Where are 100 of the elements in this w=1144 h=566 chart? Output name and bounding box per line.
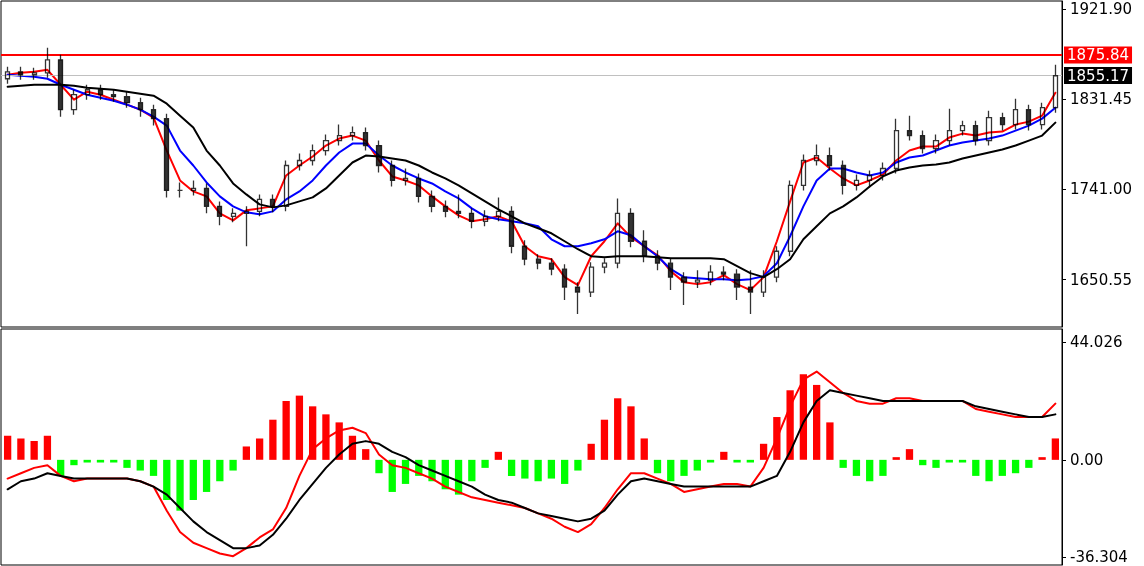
bar: [746, 459, 754, 463]
candlestick: [203, 182, 210, 214]
bar: [866, 459, 874, 482]
bar: [667, 459, 675, 482]
bar: [3, 435, 12, 460]
bar: [1011, 459, 1020, 474]
candlestick: [150, 104, 157, 127]
candlestick: [349, 125, 356, 142]
candlestick: [4, 66, 11, 85]
candlestick: [932, 133, 940, 155]
candlestick: [654, 249, 661, 271]
candlestick: [1039, 102, 1046, 131]
bar: [269, 419, 277, 460]
bar: [614, 398, 622, 460]
bar: [759, 443, 768, 460]
candlestick: [402, 167, 409, 187]
candlestick: [972, 119, 979, 147]
bar: [945, 459, 953, 463]
bar: [521, 459, 529, 479]
bar: [96, 459, 105, 463]
bar: [587, 443, 595, 460]
bar: [786, 390, 794, 460]
bar: [706, 459, 715, 463]
candlestick: [893, 117, 900, 175]
bar: [826, 422, 834, 460]
bar: [773, 417, 781, 460]
candlestick: [959, 119, 966, 137]
candlestick: [840, 159, 847, 196]
candlestick: [813, 143, 820, 167]
bar: [653, 459, 662, 474]
candlestick: [853, 173, 860, 192]
bar: [1051, 438, 1060, 460]
bar: [123, 459, 131, 468]
y-tick-label: 44.026: [1070, 333, 1123, 352]
candlestick: [614, 197, 621, 269]
bar: [507, 459, 516, 476]
candlestick: [627, 207, 635, 248]
candlestick: [561, 263, 568, 301]
candlestick: [415, 172, 422, 204]
bar: [680, 459, 688, 476]
candlestick: [906, 115, 913, 142]
bar: [972, 459, 980, 476]
bar: [481, 459, 489, 468]
candlestick: [269, 193, 276, 213]
candlestick: [230, 207, 237, 223]
bar: [733, 459, 741, 463]
bar: [547, 459, 556, 479]
bar: [17, 438, 25, 460]
candlestick: [123, 91, 131, 109]
candlestick: [787, 179, 794, 257]
bar: [998, 459, 1006, 476]
bar: [494, 451, 502, 460]
bar: [70, 459, 78, 466]
candlestick: [548, 257, 555, 276]
bar: [879, 459, 887, 476]
candlestick: [826, 146, 833, 172]
bar: [189, 459, 197, 500]
bar: [149, 459, 158, 476]
bar: [574, 459, 582, 471]
candlestick: [336, 123, 343, 147]
candlestick: [733, 268, 741, 301]
bar: [813, 384, 821, 460]
bar: [468, 459, 476, 482]
candlestick: [31, 67, 38, 81]
bar: [242, 446, 250, 460]
candlestick: [985, 110, 993, 147]
bar: [43, 435, 52, 460]
bar: [229, 459, 237, 471]
bar: [282, 400, 290, 460]
y-tick-label: -36.304: [1070, 547, 1128, 566]
candlestick: [283, 159, 290, 212]
ref-line-label: 1875.84: [1067, 45, 1130, 64]
candlestick: [442, 199, 449, 218]
candlestick: [428, 189, 436, 213]
bar: [362, 449, 370, 460]
candlestick: [243, 205, 250, 247]
candlestick: [521, 239, 528, 266]
candlestick: [309, 143, 316, 167]
bar: [375, 459, 383, 474]
candlestick: [70, 89, 78, 116]
y-tick-label: 1741.00: [1070, 180, 1133, 199]
y-tick-label: 1831.45: [1070, 90, 1133, 109]
candlestick: [362, 126, 369, 152]
y-tick-label: 1650.55: [1070, 270, 1133, 289]
bar: [534, 459, 542, 482]
candlestick: [574, 281, 581, 315]
bar: [561, 459, 569, 484]
bar: [985, 459, 993, 482]
candlestick: [468, 207, 475, 229]
candlestick: [1025, 104, 1032, 132]
y-tick-label: 1921.90: [1070, 0, 1133, 19]
bar: [720, 451, 728, 460]
candlestick: [879, 161, 887, 182]
bar: [202, 459, 211, 492]
candlestick: [44, 47, 51, 79]
candlestick: [946, 108, 953, 147]
candlestick: [1052, 64, 1059, 114]
candlestick: [322, 133, 330, 157]
bar: [255, 438, 264, 460]
bar: [640, 438, 648, 460]
